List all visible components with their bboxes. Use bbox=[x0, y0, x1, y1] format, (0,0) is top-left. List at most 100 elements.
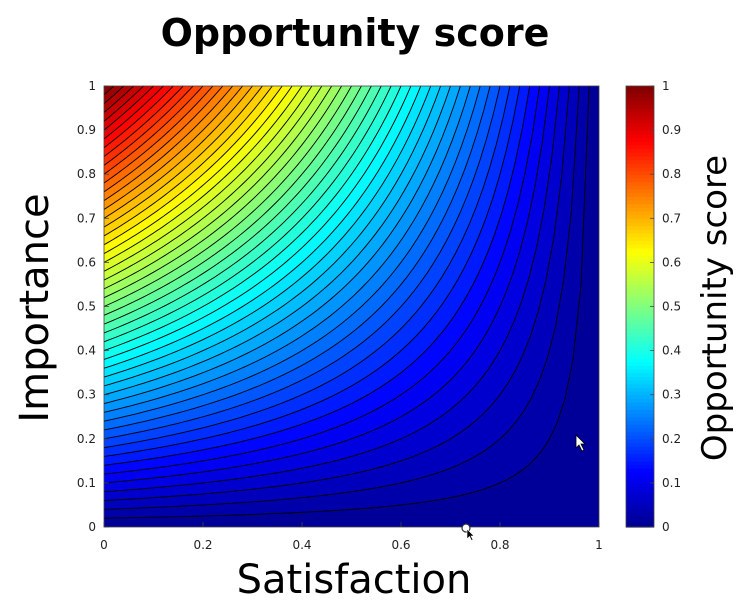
x-axis-ticks: 0 0.2 0.4 0.6 0.8 1 bbox=[100, 522, 603, 552]
colorbar-tick-label: 0.6 bbox=[662, 255, 681, 269]
colorbar-segment bbox=[626, 255, 654, 260]
contour-line bbox=[103, 85, 531, 466]
colorbar-segment bbox=[626, 435, 654, 440]
colorbar-segment bbox=[626, 148, 654, 153]
colorbar-segment bbox=[626, 394, 654, 399]
colorbar-segment bbox=[626, 420, 654, 425]
contour-line bbox=[103, 85, 471, 413]
colorbar-segment bbox=[626, 141, 654, 146]
colorbar-segment bbox=[626, 207, 654, 212]
colorbar-segment bbox=[626, 321, 654, 326]
colorbar-segment bbox=[626, 236, 654, 241]
colorbar-segment bbox=[626, 174, 654, 179]
colorbar-segment bbox=[626, 203, 654, 208]
contour-line bbox=[103, 85, 481, 422]
colorbar-segment bbox=[626, 188, 654, 194]
colorbar-segment bbox=[626, 372, 654, 377]
colorbar-segment bbox=[626, 460, 654, 466]
contour-line bbox=[103, 85, 382, 334]
colorbar-segment bbox=[626, 468, 654, 473]
contour-line bbox=[103, 85, 372, 325]
y-tick-label: 0.8 bbox=[77, 167, 96, 181]
colorbar-segment bbox=[626, 130, 654, 135]
colorbar-segment bbox=[626, 155, 654, 161]
colorbar-segment bbox=[626, 486, 654, 491]
colorbar-segment bbox=[626, 346, 654, 352]
contour-line bbox=[103, 85, 541, 475]
y-axis-title: Importance bbox=[12, 193, 58, 422]
contour-line bbox=[103, 85, 224, 193]
contour-line bbox=[103, 85, 135, 113]
colorbar-segment bbox=[626, 159, 654, 164]
colorbar-tick-label: 1 bbox=[662, 79, 670, 93]
colorbar-segment bbox=[626, 317, 654, 322]
colorbar: 0 0.1 0.2 0.3 0.4 0.5 0.6 0.7 0.8 0.9 1 bbox=[625, 79, 681, 534]
colorbar-segment bbox=[626, 181, 654, 186]
colorbar-segment bbox=[626, 313, 654, 319]
y-tick-label: 0.7 bbox=[77, 211, 96, 225]
contour-line bbox=[103, 85, 333, 290]
colorbar-segment bbox=[626, 446, 654, 451]
y-tick-label: 0.1 bbox=[77, 476, 96, 490]
colorbar-segment bbox=[626, 380, 654, 385]
x-tick-label: 0.8 bbox=[490, 538, 509, 552]
contour-line bbox=[103, 85, 422, 369]
colorbar-segment bbox=[626, 405, 654, 410]
contour-line bbox=[103, 85, 174, 149]
y-axis-ticks: 0 0.1 0.2 0.3 0.4 0.5 0.6 0.7 0.8 0.9 1 bbox=[77, 79, 109, 534]
contour-line bbox=[103, 85, 263, 228]
colorbar-tick-label: 0.2 bbox=[662, 432, 681, 446]
rotate-cursor-icon bbox=[461, 523, 475, 541]
contour-line bbox=[103, 85, 550, 484]
contour-line bbox=[103, 85, 125, 104]
colorbar-segment bbox=[626, 295, 654, 300]
contour-line bbox=[103, 85, 570, 501]
colorbar-tick-label: 0.4 bbox=[662, 344, 681, 358]
colorbar-segment bbox=[626, 438, 654, 444]
colorbar-segment bbox=[626, 519, 654, 524]
colorbar-segment bbox=[626, 152, 654, 157]
colorbar-ticks: 0 0.1 0.2 0.3 0.4 0.5 0.6 0.7 0.8 0.9 1 bbox=[650, 79, 681, 534]
colorbar-segment bbox=[626, 471, 654, 477]
colorbar-segment bbox=[626, 166, 654, 172]
contour-line bbox=[103, 85, 352, 307]
colorbar-segment bbox=[626, 111, 654, 116]
colorbar-tick-label: 0.5 bbox=[662, 300, 681, 314]
contour-line bbox=[103, 85, 323, 281]
colorbar-segment bbox=[626, 508, 654, 513]
x-tick-label: 0 bbox=[100, 538, 108, 552]
colorbar-tick-label: 0.3 bbox=[662, 388, 681, 402]
colorbar-segment bbox=[626, 490, 654, 495]
colorbar-segment bbox=[626, 453, 654, 458]
colorbar-segment bbox=[626, 284, 654, 289]
y-tick-label: 0.4 bbox=[77, 344, 96, 358]
colorbar-tick-label: 0 bbox=[662, 520, 670, 534]
colorbar-segment bbox=[626, 269, 654, 275]
colorbar-segment bbox=[626, 210, 654, 216]
contour-line bbox=[103, 85, 590, 519]
colorbar-segment bbox=[626, 482, 654, 488]
colorbar-segment bbox=[626, 391, 654, 396]
colorbar-segment bbox=[626, 122, 654, 128]
contour-line bbox=[103, 85, 412, 360]
contour-line bbox=[103, 85, 194, 166]
contour-line bbox=[103, 85, 303, 263]
contour-line bbox=[103, 85, 392, 343]
colorbar-segment bbox=[626, 497, 654, 502]
contour-line bbox=[103, 85, 204, 175]
contour-fill bbox=[104, 86, 599, 527]
colorbar-segment bbox=[626, 108, 654, 113]
colorbar-segment bbox=[626, 402, 654, 407]
colorbar-segment bbox=[626, 368, 654, 374]
colorbar-segment bbox=[626, 354, 654, 359]
colorbar-segment bbox=[626, 302, 654, 308]
colorbar-segment bbox=[626, 273, 654, 278]
colorbar-segment bbox=[626, 199, 654, 205]
colorbar-segment bbox=[626, 196, 654, 201]
colorbar-segment bbox=[626, 512, 654, 517]
contour-line bbox=[103, 85, 402, 352]
colorbar-segment bbox=[626, 86, 654, 91]
contour-line bbox=[103, 85, 432, 378]
contour-line bbox=[103, 85, 313, 272]
